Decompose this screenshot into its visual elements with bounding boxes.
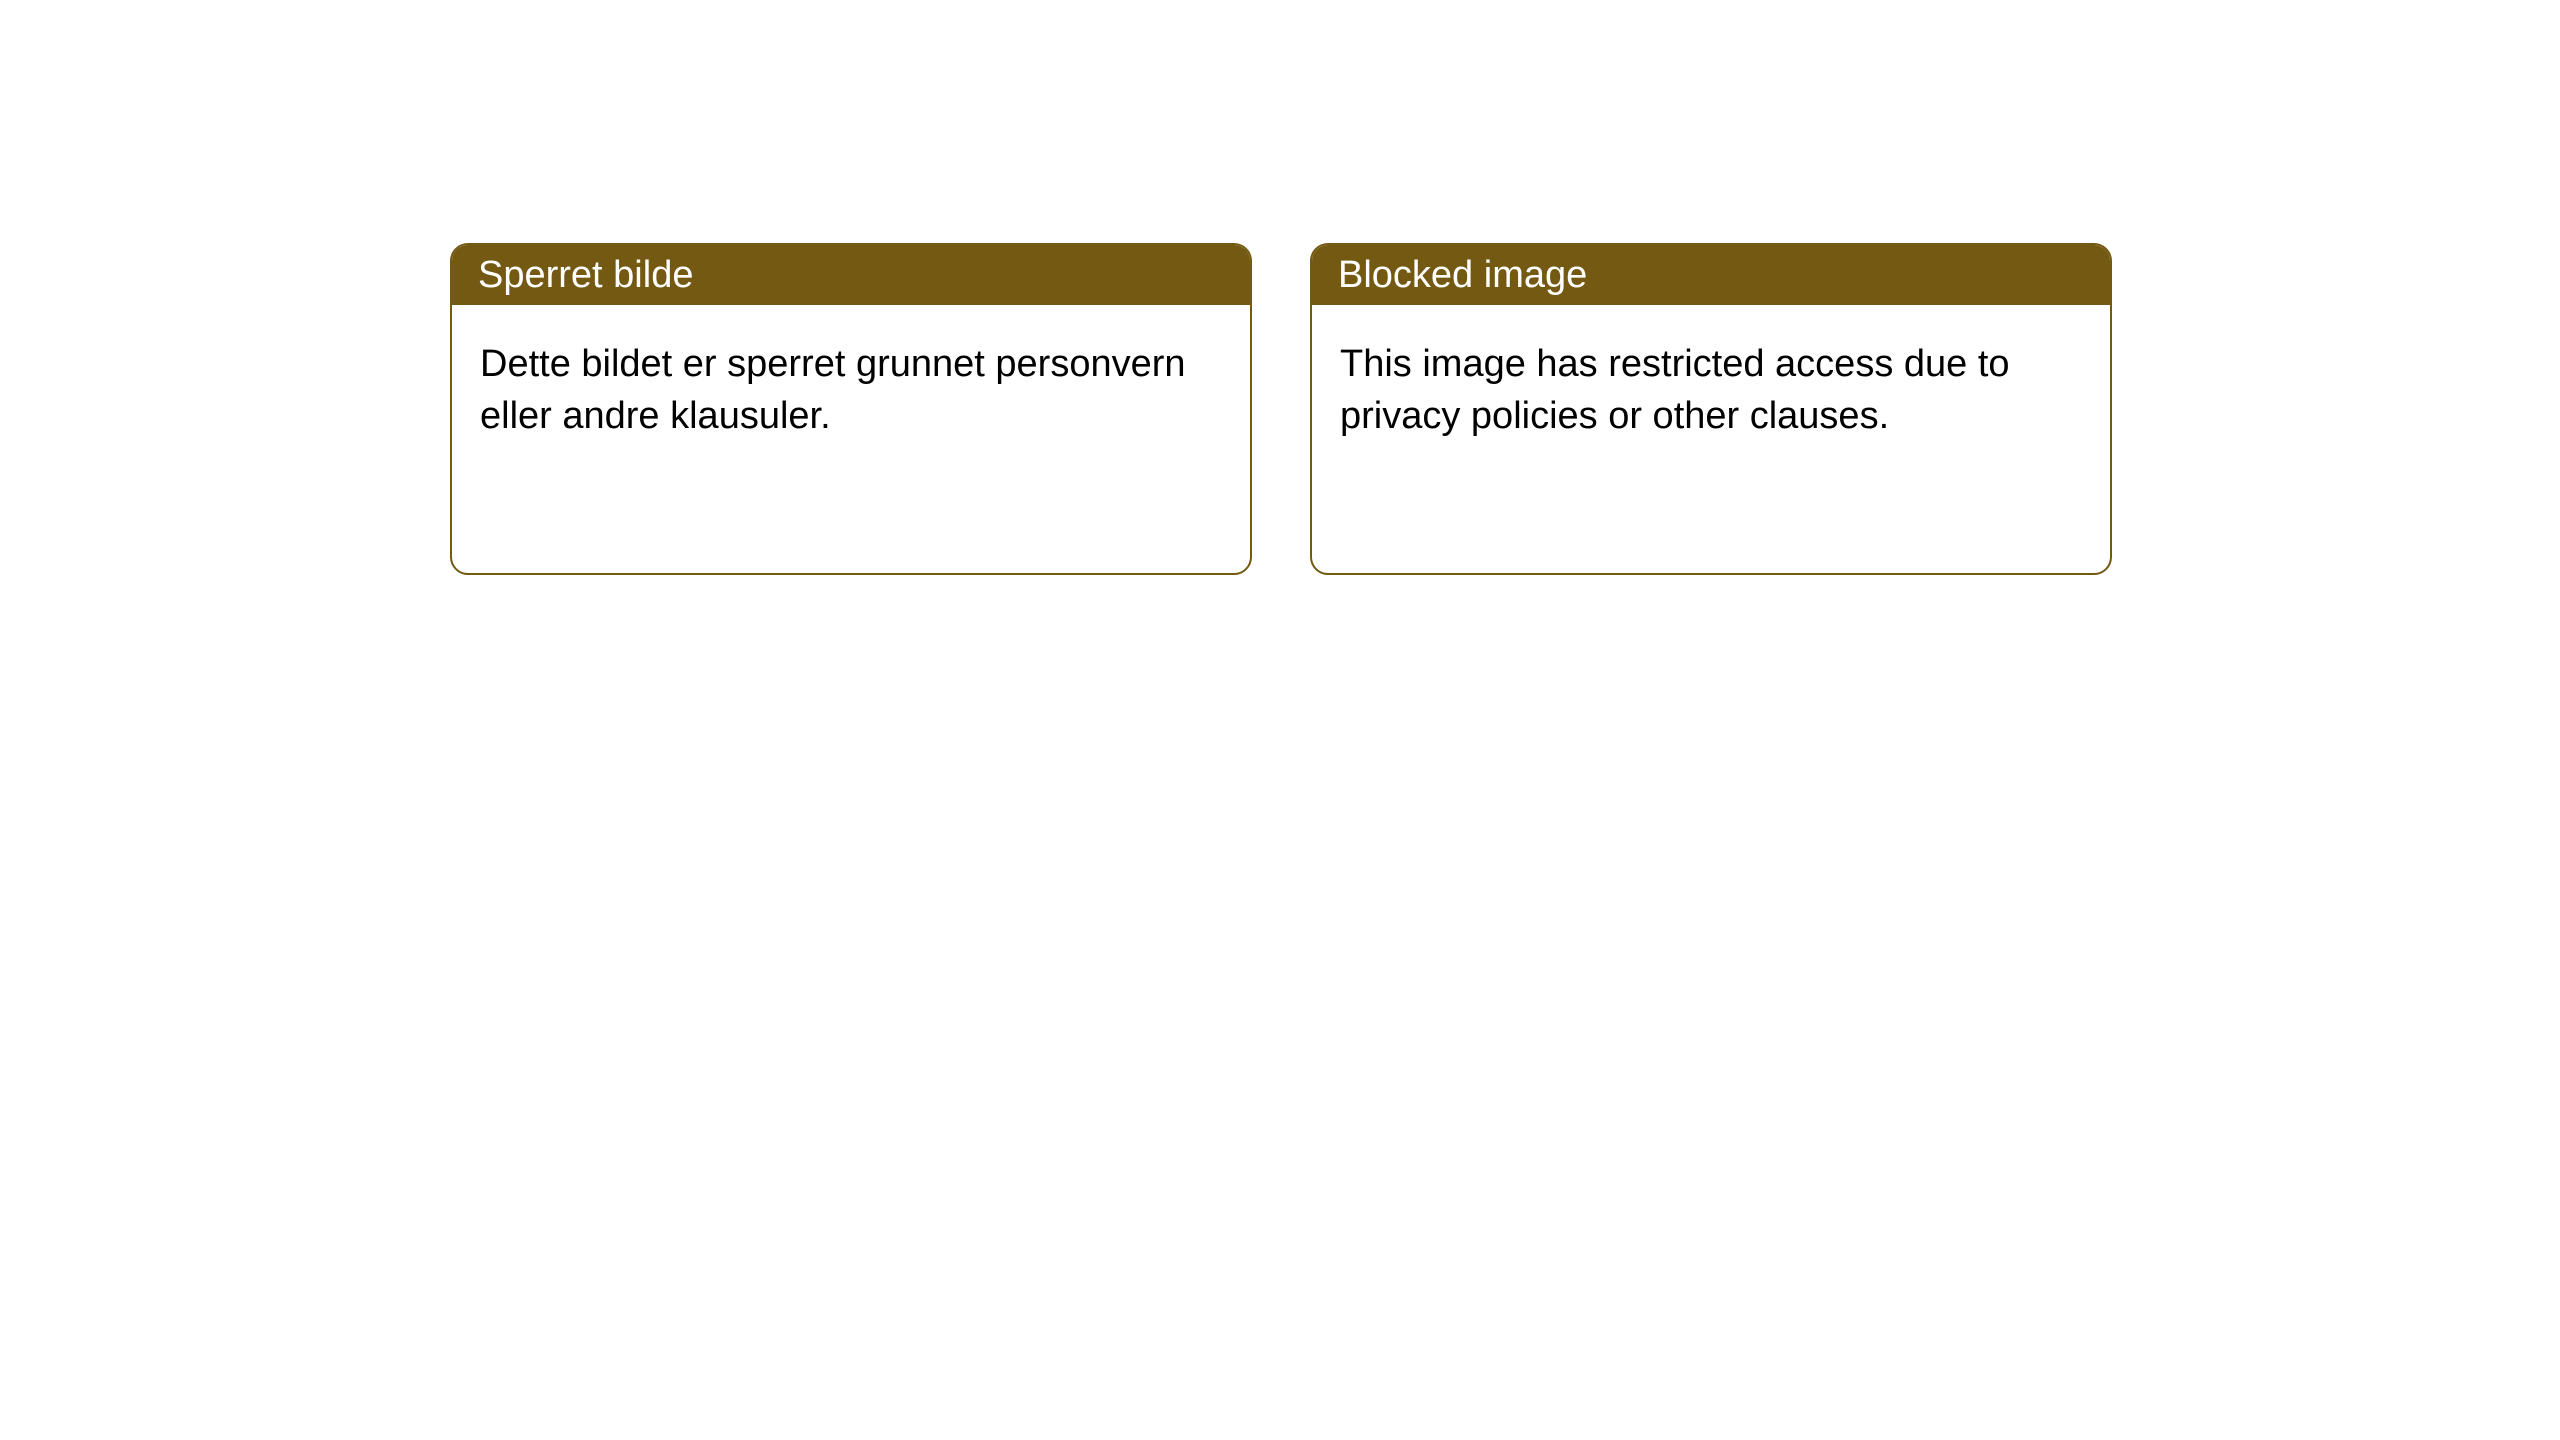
notice-card-english: Blocked image This image has restricted … (1310, 243, 2112, 575)
notice-header: Blocked image (1312, 245, 2110, 305)
notice-body-text: Dette bildet er sperret grunnet personve… (480, 343, 1186, 437)
notice-body: Dette bildet er sperret grunnet personve… (452, 305, 1250, 476)
notice-body-text: This image has restricted access due to … (1340, 343, 2010, 437)
notice-header-text: Sperret bilde (478, 254, 693, 297)
notice-header-text: Blocked image (1338, 254, 1587, 297)
notice-card-norwegian: Sperret bilde Dette bildet er sperret gr… (450, 243, 1252, 575)
notice-body: This image has restricted access due to … (1312, 305, 2110, 476)
notice-container: Sperret bilde Dette bildet er sperret gr… (0, 0, 2560, 575)
notice-header: Sperret bilde (452, 245, 1250, 305)
